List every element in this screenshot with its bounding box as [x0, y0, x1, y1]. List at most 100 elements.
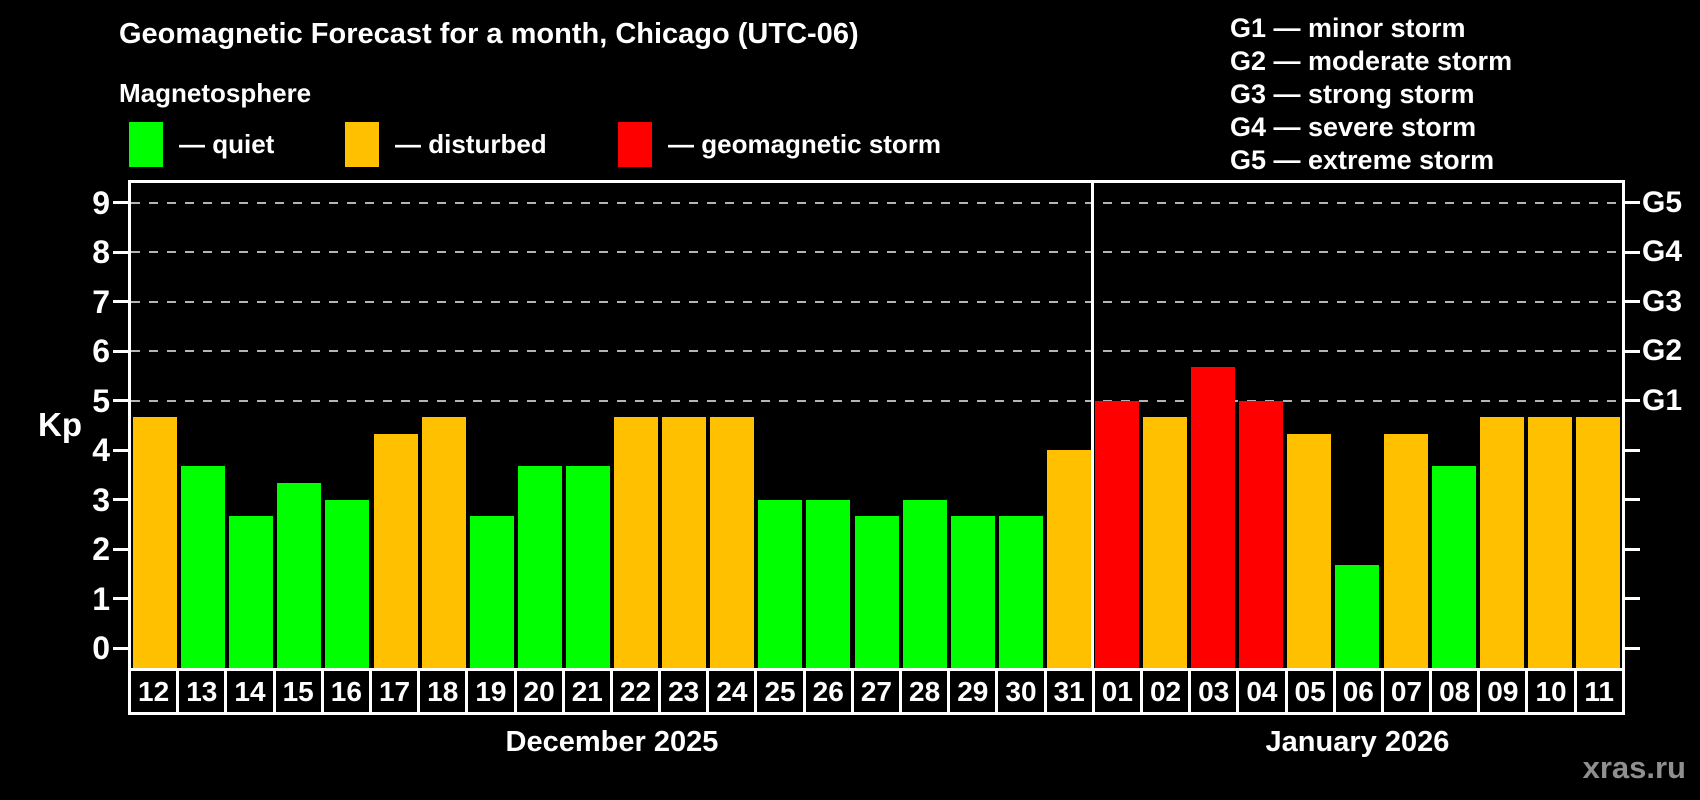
- left-tick-5: [113, 399, 131, 402]
- storm-scale-line-1: G1 — minor storm: [1230, 13, 1466, 43]
- right-tick-8: [1625, 250, 1640, 254]
- storm-scale-line-5: G5 — extreme storm: [1230, 145, 1495, 175]
- kp-bar-day-17: [373, 433, 418, 668]
- kp-bar-day-31: [1046, 450, 1091, 668]
- date-cell-25: 25: [757, 671, 806, 712]
- month-label-2: January 2026: [1265, 726, 1450, 758]
- kp-bar-day-24: [710, 416, 755, 668]
- y-tick-label-5: 5: [92, 382, 110, 419]
- date-cell-03: 03: [1191, 671, 1240, 712]
- date-cell-31: 31: [1046, 671, 1095, 712]
- date-cell-22: 22: [612, 671, 662, 712]
- kp-bar-day-08: [1431, 466, 1476, 668]
- date-cell-20: 20: [516, 671, 565, 712]
- left-tick-0: [113, 646, 131, 650]
- y-tick-label-6: 6: [92, 333, 110, 369]
- kp-bar-day-03: [1191, 367, 1236, 668]
- storm-scale-line-3: G3 — strong storm: [1230, 79, 1475, 109]
- legend-label-quiet: — quiet: [179, 129, 275, 159]
- date-cell-05: 05: [1287, 671, 1336, 712]
- date-cell-02: 02: [1142, 671, 1192, 712]
- kp-bar-chart: [131, 183, 1622, 668]
- kp-bar-day-21: [565, 466, 610, 668]
- kp-bar-day-28: [902, 499, 947, 668]
- legend-swatch-storm: [618, 122, 652, 167]
- date-cell-13: 13: [179, 671, 228, 712]
- date-cell-11: 11: [1576, 671, 1622, 712]
- g-scale-label-G2: G2: [1642, 334, 1683, 367]
- kp-bar-day-19: [469, 515, 514, 668]
- kp-bar-day-05: [1287, 433, 1332, 668]
- gridline-kp5: [131, 399, 1622, 402]
- legend-item-storm: — geomagnetic storm: [618, 122, 941, 167]
- kp-bar-day-14: [229, 515, 274, 668]
- date-cell-26: 26: [805, 671, 854, 712]
- right-tick-3: [1625, 498, 1640, 501]
- kp-bar-day-12: [133, 416, 178, 668]
- date-cell-30: 30: [998, 671, 1047, 712]
- date-cell-15: 15: [275, 671, 324, 712]
- date-cell-09: 09: [1480, 671, 1529, 712]
- date-cell-23: 23: [661, 671, 710, 712]
- y-tick-label-7: 7: [92, 283, 110, 320]
- date-cell-12: 12: [131, 671, 180, 712]
- kp-bar-day-27: [854, 515, 899, 668]
- legend-label-disturbed: — disturbed: [395, 129, 547, 159]
- date-cell-19: 19: [468, 671, 517, 712]
- date-cell-01: 01: [1094, 671, 1143, 712]
- date-cell-29: 29: [950, 671, 999, 712]
- date-cell-07: 07: [1383, 671, 1433, 712]
- kp-bar-day-01: [1094, 400, 1139, 668]
- kp-bar-day-09: [1479, 416, 1524, 668]
- y-tick-label-1: 1: [92, 580, 110, 617]
- kp-bar-day-15: [277, 483, 322, 668]
- kp-bar-day-07: [1383, 433, 1428, 668]
- right-tick-1: [1625, 597, 1640, 600]
- kp-bar-day-20: [517, 466, 562, 668]
- date-cell-14: 14: [227, 671, 276, 712]
- date-cell-21: 21: [564, 671, 613, 712]
- kp-bar-day-23: [662, 416, 707, 668]
- y-tick-label-0: 0: [92, 630, 110, 666]
- left-tick-2: [113, 547, 131, 551]
- g-scale-label-G5: G5: [1642, 185, 1683, 219]
- gridline-kp8: [131, 251, 1622, 253]
- watermark: xras.ru: [1582, 750, 1686, 785]
- storm-scale-legend: G1 — minor storm G2 — moderate storm G3 — …: [1230, 12, 1512, 177]
- kp-bar-day-04: [1239, 400, 1284, 668]
- date-cell-24: 24: [709, 671, 758, 712]
- date-cell-10: 10: [1528, 671, 1577, 712]
- left-tick-8: [113, 250, 131, 254]
- y-axis-label: Kp: [38, 406, 82, 443]
- date-cell-17: 17: [371, 671, 421, 712]
- kp-bar-day-26: [806, 499, 851, 668]
- kp-bar-day-02: [1143, 416, 1188, 668]
- right-tick-0: [1625, 646, 1640, 650]
- storm-scale-line-4: G4 — severe storm: [1230, 112, 1477, 142]
- date-cell-18: 18: [420, 671, 469, 712]
- left-tick-1: [113, 597, 131, 600]
- y-tick-label-4: 4: [92, 432, 110, 468]
- chart-subtitle: Magnetosphere: [119, 78, 312, 108]
- left-tick-9: [113, 201, 131, 204]
- kp-bar-day-25: [758, 499, 803, 668]
- kp-bar-day-13: [181, 466, 226, 668]
- page-title: Geomagnetic Forecast for a month, Chicag…: [119, 18, 859, 50]
- kp-bar-day-18: [421, 416, 466, 668]
- left-tick-4: [113, 448, 131, 452]
- right-tick-7: [1625, 300, 1640, 303]
- left-tick-6: [113, 349, 131, 353]
- g-scale-label-G3: G3: [1642, 284, 1683, 318]
- storm-scale-line-2: G2 — moderate storm: [1230, 46, 1513, 76]
- kp-bar-day-06: [1335, 565, 1380, 668]
- y-tick-label-9: 9: [92, 184, 110, 221]
- date-cell-28: 28: [902, 671, 951, 712]
- gridline-kp7: [131, 300, 1622, 303]
- date-axis: 12 13 14 15 16 17 18 19 20 21 22 23 24 25 26 27 28 29 30 31…: [128, 668, 1625, 715]
- kp-bar-day-29: [950, 515, 995, 668]
- y-tick-label-8: 8: [92, 234, 110, 270]
- right-tick-4: [1625, 448, 1640, 452]
- right-tick-9: [1625, 201, 1640, 204]
- date-cell-27: 27: [853, 671, 902, 712]
